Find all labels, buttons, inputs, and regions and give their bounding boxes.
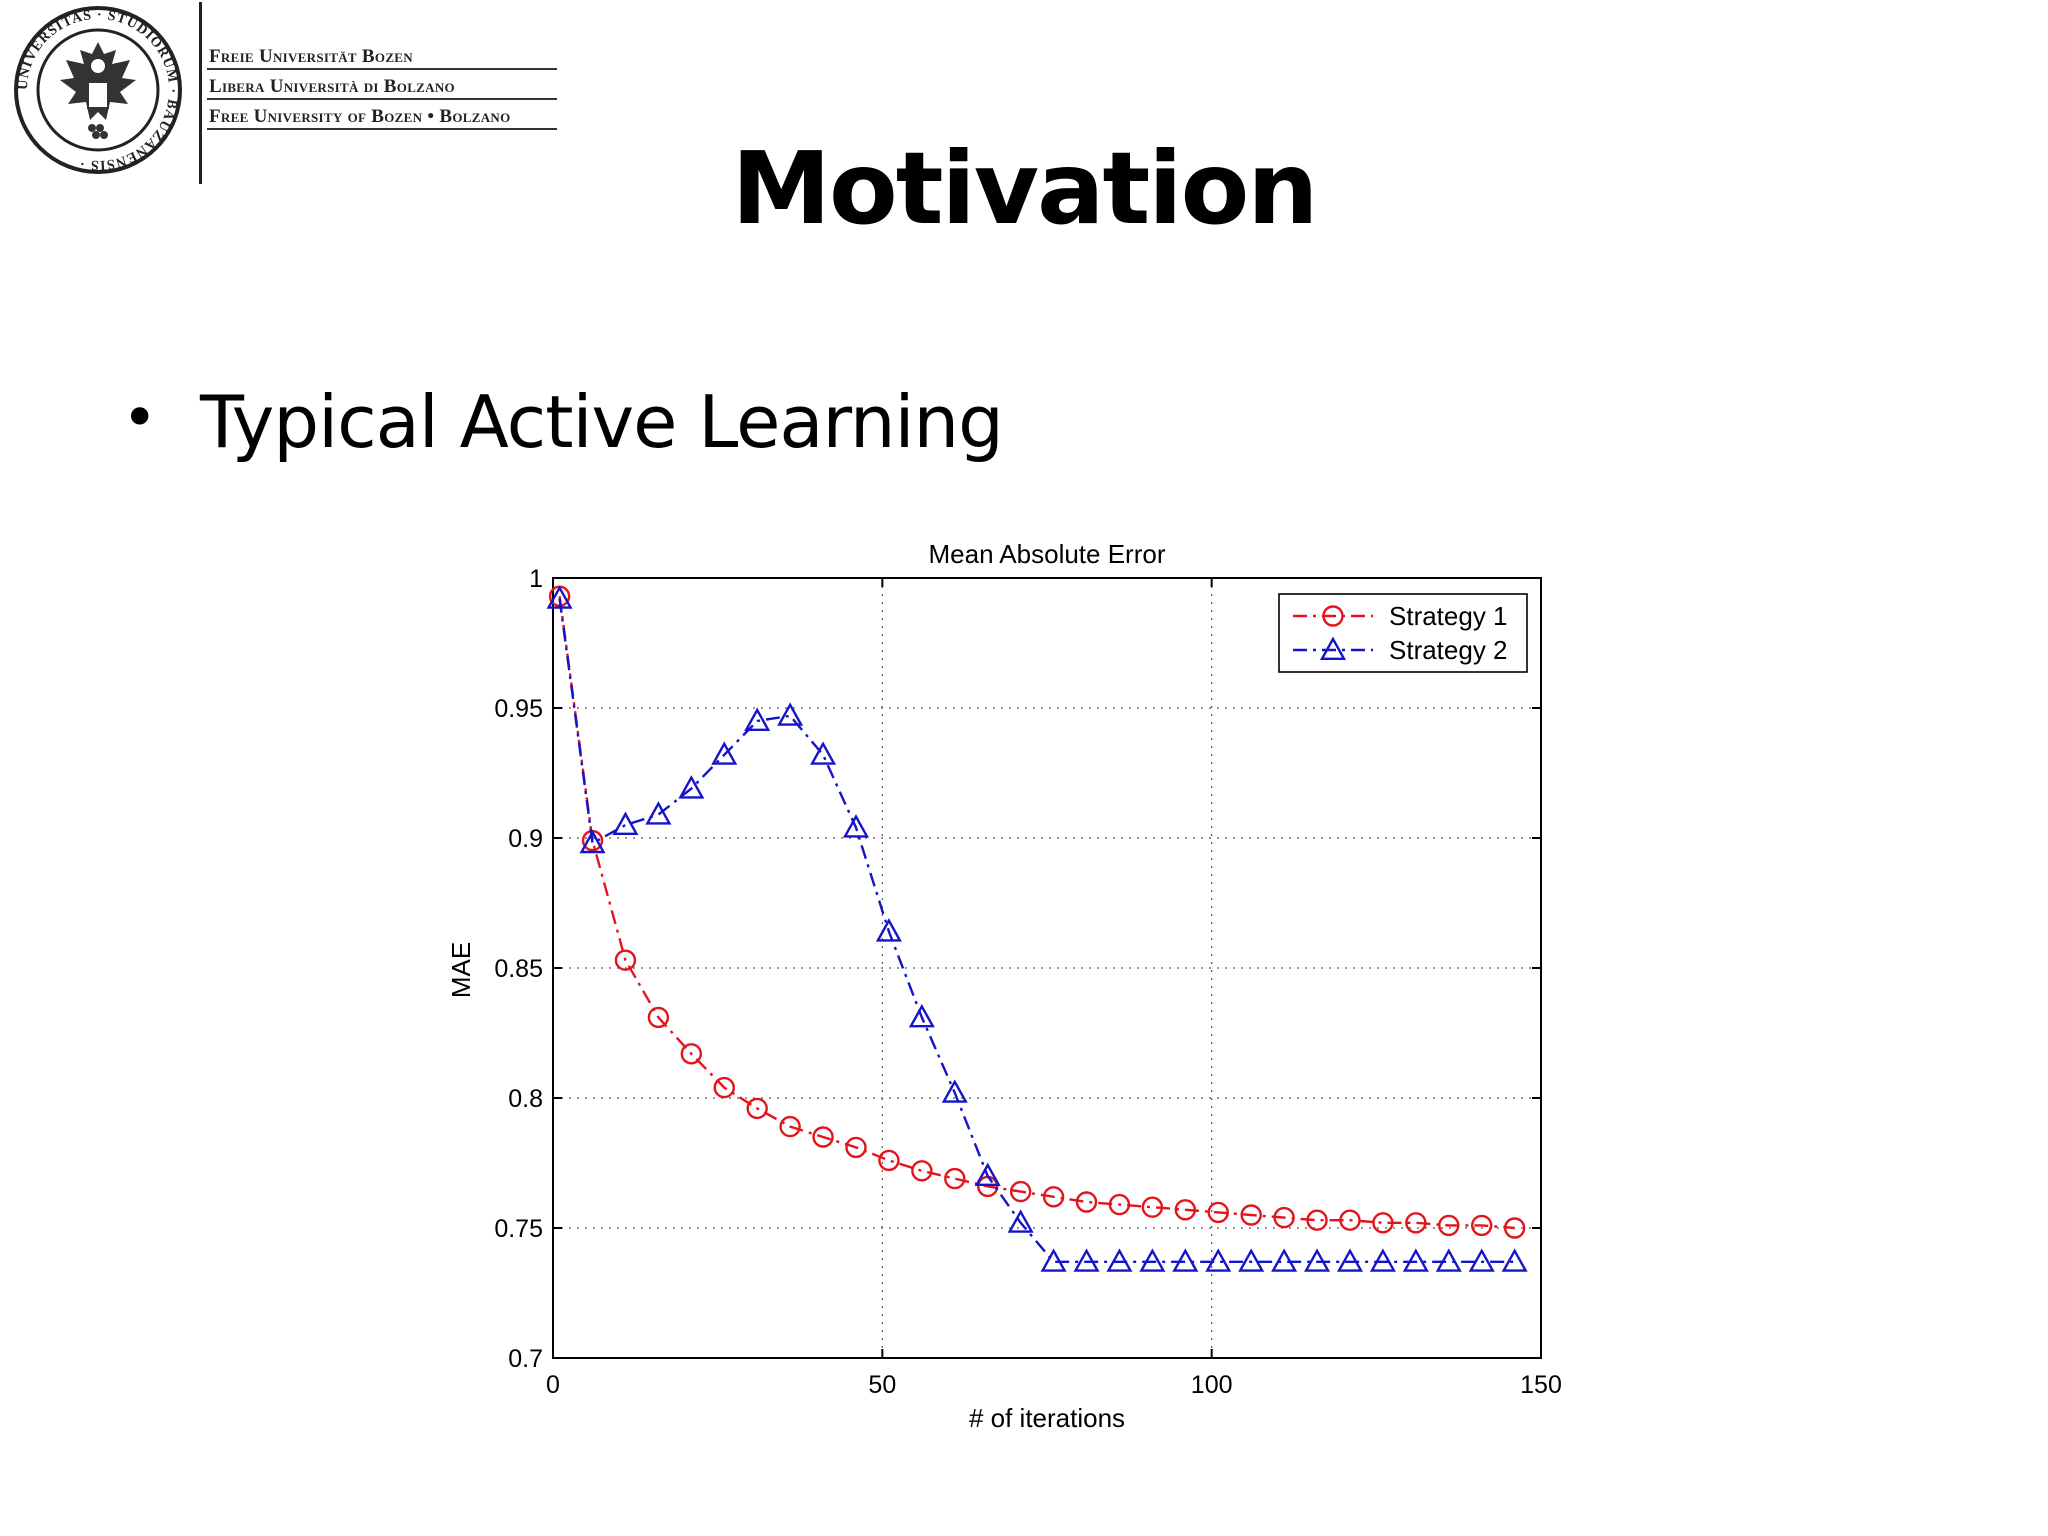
header-divider (199, 2, 202, 184)
series-1-point (845, 1136, 867, 1159)
series-2-point (908, 1003, 935, 1028)
series-2-point (1073, 1248, 1100, 1272)
series-2-point (842, 814, 870, 838)
y-tick-label: 0.95 (494, 695, 543, 723)
bullet-text: Typical Active Learning (200, 380, 1004, 464)
series-2-point (1501, 1248, 1528, 1272)
series-2-point (1172, 1248, 1199, 1272)
series-2-point (875, 918, 902, 942)
series-1-point (647, 1006, 670, 1029)
series-1-point (911, 1160, 933, 1182)
institution-name-de: Freie Universität Bozen (207, 40, 557, 70)
bullet-marker: • (122, 383, 158, 453)
legend-marker (1319, 636, 1347, 660)
series-1-point (1503, 1217, 1526, 1239)
series-2-point (612, 811, 639, 835)
institution-name-block: Freie Universität Bozen Libera Universit… (207, 40, 557, 130)
series-1-point (1438, 1214, 1460, 1237)
series-1-point (812, 1126, 834, 1148)
series-2-point (1435, 1248, 1462, 1272)
series-1-point (1306, 1209, 1328, 1231)
series-1-point (1207, 1201, 1229, 1224)
y-tick-label: 1 (529, 565, 543, 593)
series-2-point (678, 775, 705, 799)
series-2-point (810, 741, 837, 765)
series-1-point (1240, 1204, 1262, 1226)
x-tick-label: 50 (868, 1371, 896, 1399)
legend-marker (1322, 605, 1344, 627)
series-2-point (1468, 1248, 1495, 1272)
series-2-point (711, 741, 738, 765)
x-tick-label: 0 (546, 1371, 560, 1399)
series-2-point (744, 707, 771, 731)
chart-title: Mean Absolute Error (928, 539, 1165, 569)
series-1-point (878, 1149, 900, 1172)
series-2-point (546, 585, 573, 609)
series-1-point (1339, 1209, 1361, 1231)
legend-box (1278, 593, 1528, 673)
series-2-point (777, 702, 804, 726)
series-2-point (579, 829, 606, 854)
university-seal-logo: UNIVERSITAS · STUDIORUM · BAUZANENSIS · (14, 6, 182, 174)
y-tick-label: 0.7 (508, 1345, 543, 1373)
institution-name-en: Free University of Bozen • Bolzano (207, 100, 557, 130)
series-1-point (1042, 1186, 1065, 1208)
series-2-point (1040, 1248, 1067, 1272)
legend-label: Strategy 2 (1389, 635, 1508, 665)
series-1-point (1372, 1212, 1394, 1234)
series-2-point (1336, 1248, 1364, 1272)
y-tick-label: 0.75 (494, 1215, 543, 1243)
series-1-point (1405, 1212, 1427, 1234)
slide-title: Motivation (731, 130, 1319, 247)
series-2-point (1369, 1248, 1396, 1272)
series-1-point (944, 1167, 966, 1190)
y-axis-label: MAE (446, 942, 476, 998)
institution-name-it: Libera Università di Bolzano (207, 70, 557, 100)
series-2-point (1205, 1248, 1232, 1272)
series-2-point (1139, 1248, 1166, 1272)
series-1-point (614, 949, 637, 971)
y-tick-label: 0.85 (494, 955, 543, 983)
x-tick-label: 150 (1520, 1371, 1562, 1399)
series-1-point (746, 1097, 768, 1120)
series-2-point (1007, 1209, 1034, 1233)
bullet-item: • Typical Active Learning (122, 380, 1004, 464)
series-1-point (1108, 1193, 1131, 1216)
series-1-point (1009, 1180, 1032, 1203)
series-1-point (779, 1115, 801, 1138)
series-1-line (558, 596, 1515, 1230)
series-1-point (1273, 1206, 1295, 1229)
y-tick-label: 0.9 (508, 825, 543, 853)
x-axis-label: # of iterations (969, 1403, 1125, 1433)
series-1-point (713, 1076, 735, 1099)
series-2-point (1402, 1248, 1429, 1272)
series-1-point (680, 1043, 703, 1065)
series-1-point (1075, 1191, 1098, 1213)
series-1-point (1174, 1199, 1197, 1221)
series-2-point (974, 1162, 1001, 1186)
series-2-point (1238, 1248, 1265, 1272)
series-2-point (1304, 1248, 1331, 1272)
series-2-point (645, 801, 672, 825)
y-tick-label: 0.8 (508, 1085, 543, 1113)
series-1-point (1141, 1196, 1164, 1218)
legend-label: Strategy 1 (1389, 601, 1508, 631)
series-1-point (1471, 1214, 1493, 1237)
series-2-point (1106, 1248, 1133, 1272)
series-2-point (941, 1079, 968, 1103)
series-2-point (1271, 1248, 1298, 1272)
x-tick-label: 100 (1191, 1371, 1233, 1399)
plot-area (553, 578, 1541, 1358)
